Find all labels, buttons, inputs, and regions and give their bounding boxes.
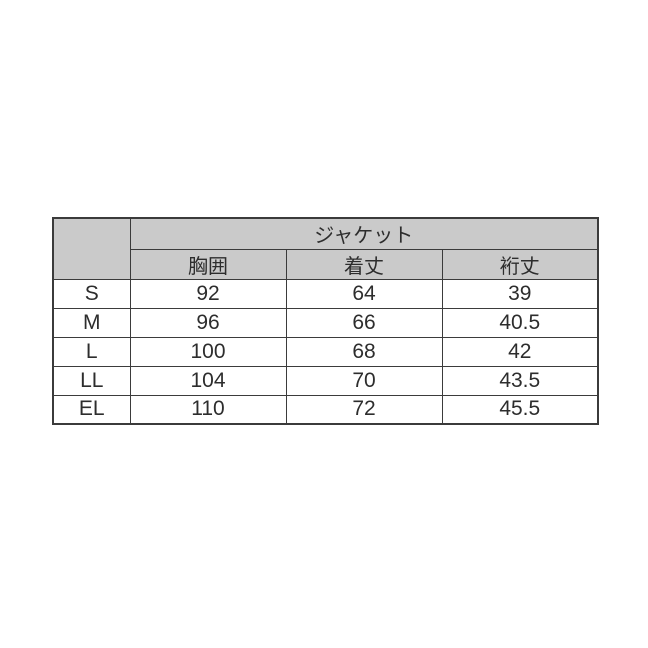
size-label: EL: [52, 394, 131, 425]
value-sleeve-length: 43.5: [441, 365, 599, 396]
size-label: LL: [52, 365, 131, 396]
value-sleeve-length: 42: [441, 336, 599, 367]
value-sleeve-length: 39: [441, 278, 599, 309]
value-chest: 110: [129, 394, 287, 425]
value-body-length: 64: [285, 278, 443, 309]
column-header-row: 胸囲 着丈 裄丈: [53, 248, 599, 280]
group-header-row: ジャケット: [52, 217, 599, 280]
value-body-length: 66: [285, 307, 443, 338]
corner-cell: [52, 217, 131, 280]
column-header-sleeve-length: 裄丈: [441, 248, 599, 280]
value-chest: 104: [129, 365, 287, 396]
table-row-m: M 96 66 40.5: [52, 307, 599, 338]
column-header-chest: 胸囲: [129, 248, 287, 280]
table-row-s: S 92 64 39: [52, 278, 599, 309]
value-chest: 100: [129, 336, 287, 367]
table-row-l: L 100 68 42: [52, 336, 599, 367]
value-body-length: 68: [285, 336, 443, 367]
size-label: L: [52, 336, 131, 367]
column-header-body-length: 着丈: [285, 248, 443, 280]
value-chest: 92: [129, 278, 287, 309]
size-label: M: [52, 307, 131, 338]
value-sleeve-length: 45.5: [441, 394, 599, 425]
value-body-length: 70: [285, 365, 443, 396]
group-header-jacket: ジャケット: [129, 217, 599, 250]
table-row-el: EL 110 72 45.5: [52, 394, 599, 425]
size-chart-table: ジャケット 胸囲 着丈 裄丈 S 92 64 39 M 96 66 40.5 L: [52, 217, 599, 425]
size-label: S: [52, 278, 131, 309]
table-row-ll: LL 104 70 43.5: [52, 365, 599, 396]
value-sleeve-length: 40.5: [441, 307, 599, 338]
value-body-length: 72: [285, 394, 443, 425]
value-chest: 96: [129, 307, 287, 338]
